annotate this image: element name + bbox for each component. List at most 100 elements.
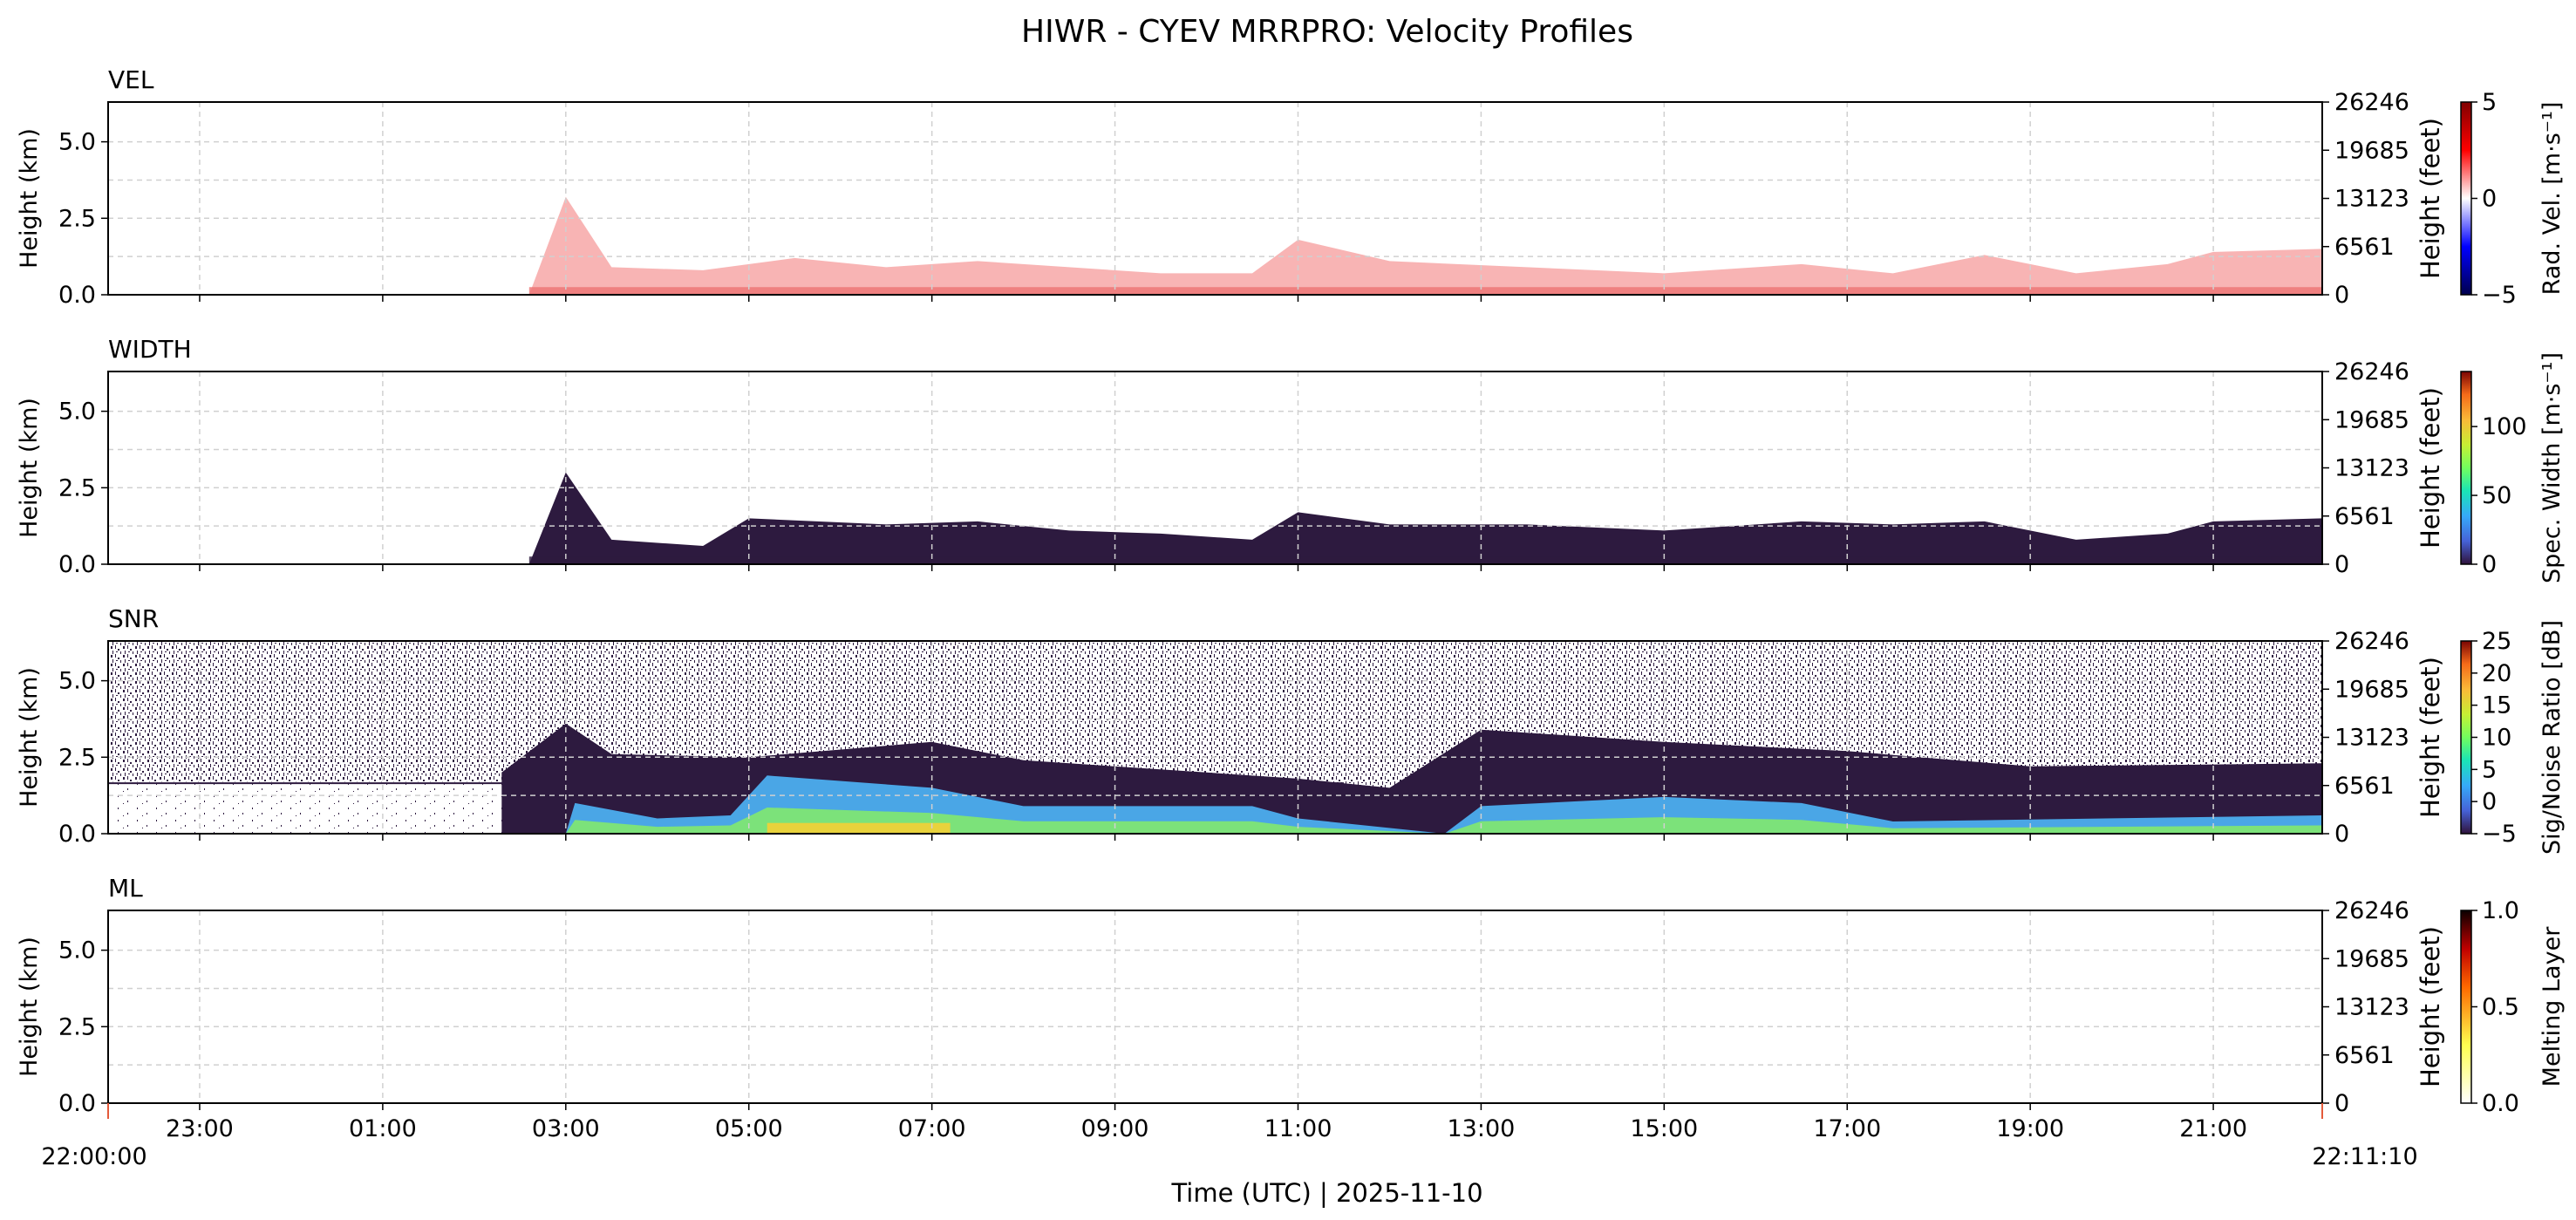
colorbar [2460,640,2472,835]
plot-frame [107,640,2323,835]
y-tick-label: 2.5 [58,205,96,232]
plot-frame [107,101,2323,296]
colorbar [2460,371,2472,565]
plot-frame [107,910,2323,1104]
colorbar-tick-label: 0.5 [2482,994,2519,1021]
x-tick-label: 15:00 [1630,1115,1698,1142]
y-tick-label-right: 0 [2334,1090,2349,1117]
x-tick-label: 05:00 [715,1115,783,1142]
y-axis-label: Height (km) [16,937,43,1077]
colorbar-label: Sig/Noise Ratio [dB] [2539,620,2566,855]
y-tick-label-right: 6561 [2334,1042,2395,1069]
figure-title: HIWR - CYEV MRRPRO: Velocity Profiles [1021,14,1633,50]
colorbar [2460,910,2472,1104]
y-tick-label-right: 19685 [2334,137,2409,164]
y-tick-label-right: 0 [2334,551,2349,578]
y-tick-label-right: 0 [2334,282,2349,309]
x-tick-label: 23:00 [166,1115,234,1142]
y-tick-label: 5.0 [58,399,96,426]
x-tick-label: 13:00 [1448,1115,1516,1142]
snr-noise-sparse [108,781,529,834]
x-tick-label: 11:00 [1264,1115,1332,1142]
x-tick-label: 07:00 [898,1115,966,1142]
y-tick-label-right: 6561 [2334,773,2395,800]
y-tick-label-right: 26246 [2334,897,2409,924]
y-tick-label-right: 13123 [2334,186,2409,213]
echo-base-band [528,556,2322,564]
x-axis-label: Time (UTC) | 2025-11-10 [1170,1178,1482,1208]
panel-title: SNR [108,604,159,633]
y-tick-label: 0.0 [58,1090,96,1117]
colorbar-tick-label: 15 [2482,692,2511,719]
panel-title: ML [108,874,143,903]
colorbar-tick-label: −5 [2482,821,2517,848]
y-axis-label: Height (km) [16,398,43,538]
colorbar-tick-label: 20 [2482,660,2511,687]
y-tick-label: 5.0 [58,668,96,695]
y-axis-label: Height (km) [16,667,43,808]
colorbar-tick-label: 1.0 [2482,897,2519,924]
y-tick-label-right: 6561 [2334,503,2395,530]
y-tick-label-right: 26246 [2334,89,2409,116]
plot-frame [107,371,2323,565]
y-tick-label: 0.0 [58,821,96,848]
y-axis-label-right: Height (feet) [2416,387,2445,549]
y-tick-label-right: 19685 [2334,676,2409,703]
panel-width: WIDTH 0.0 2.5 5.0 0 6561 13123 19685 26246 Height… [16,335,2566,583]
panel-snr: SNR 0.0 2.5 5.0 0 6561 13123 19685 26246 Height (… [16,604,2566,855]
colorbar-tick-label: 25 [2482,628,2511,655]
colorbar-label: Spec. Width [m·s⁻¹] [2539,352,2566,583]
colorbar-tick-label: 0 [2482,551,2497,578]
y-tick-label-right: 26246 [2334,358,2409,385]
colorbar-tick-label: 5 [2482,756,2497,783]
y-tick-label-right: 19685 [2334,945,2409,972]
y-axis-label-right: Height (feet) [2416,657,2445,818]
y-tick-label-right: 13123 [2334,455,2409,482]
echo-region [528,472,2322,564]
y-tick-label-right: 26246 [2334,628,2409,655]
colorbar-tick-label: 0 [2482,186,2497,213]
y-tick-label-right: 13123 [2334,725,2409,752]
y-tick-label: 0.0 [58,282,96,309]
y-tick-label: 2.5 [58,1013,96,1040]
x-end-label: 22:11:10 [2312,1143,2417,1170]
snr-echo-peak [767,822,951,834]
y-tick-label: 5.0 [58,937,96,964]
x-start-label: 22:00:00 [41,1143,147,1170]
y-tick-label: 5.0 [58,129,96,156]
y-tick-label: 0.0 [58,551,96,578]
x-tick-label: 01:00 [349,1115,417,1142]
panel-title: WIDTH [108,335,192,364]
echo-region [528,196,2322,295]
echo-base-band [528,287,2322,295]
panel-title: VEL [108,65,154,94]
panel-ml: ML 23:00 01:00 03:00 05:00 07:00 09:00 11:00 13:… [16,874,2566,1142]
colorbar-tick-label: 0 [2482,788,2497,815]
colorbar [2460,101,2472,296]
colorbar-tick-label: 50 [2482,482,2511,509]
colorbar-label: Melting Layer [2539,926,2566,1087]
x-tick-label: 19:00 [1996,1115,2064,1142]
colorbar-tick-label: 10 [2482,725,2511,752]
colorbar-tick-label: −5 [2482,282,2517,309]
y-axis-label: Height (km) [16,128,43,269]
y-tick-label-right: 13123 [2334,994,2409,1021]
y-axis-label-right: Height (feet) [2416,118,2445,279]
y-tick-label: 2.5 [58,474,96,501]
colorbar-tick-label: 0.0 [2482,1090,2519,1117]
snr-echo-core [565,808,2322,834]
y-tick-label-right: 0 [2334,821,2349,848]
x-tick-label: 21:00 [2179,1115,2247,1142]
colorbar-tick-label: 100 [2482,413,2527,440]
y-tick-label: 2.5 [58,744,96,771]
y-axis-label-right: Height (feet) [2416,926,2445,1087]
colorbar-label: Rad. Vel. [m·s⁻¹] [2539,102,2566,296]
x-tick-label: 17:00 [1813,1115,1881,1142]
panel-vel: VEL 0.0 2.5 5.0 0 6561 13123 19685 26246 Height (… [16,65,2566,309]
snr-echo-region [565,775,2322,834]
x-tick-label: 03:00 [532,1115,600,1142]
colorbar-tick-label: 5 [2482,89,2497,116]
y-tick-label-right: 19685 [2334,406,2409,433]
panels: VEL 0.0 2.5 5.0 0 6561 13123 19685 26246 Height (… [16,65,2566,1142]
